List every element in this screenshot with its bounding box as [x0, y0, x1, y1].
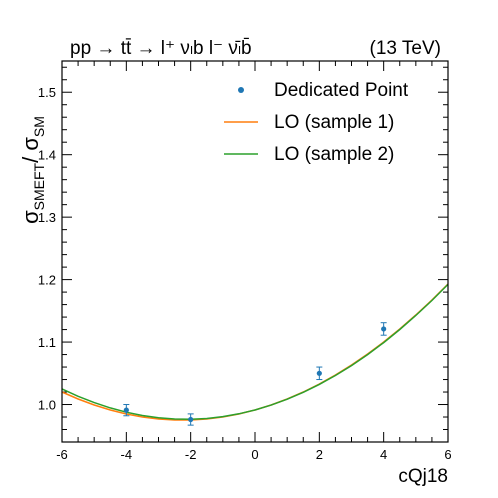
- chart-title-right: (13 TeV): [370, 38, 441, 59]
- y-tick-label: 1.5: [38, 85, 56, 100]
- legend: Dedicated Point LO (sample 1) LO (sample…: [224, 80, 409, 165]
- series-line-lo-sample-1: [61, 283, 449, 421]
- y-tick-label: 1.4: [38, 148, 56, 163]
- legend-marker-dedicated-point: [238, 87, 244, 93]
- y-tick-label: 1.2: [38, 273, 56, 288]
- chart-title-left: pp → tt̄ → l⁺ νₗb l⁻ ν̄ₗb̄: [70, 38, 252, 59]
- x-tick-label: 2: [316, 447, 323, 462]
- x-tick-label: 0: [251, 447, 258, 462]
- x-tick-label: 6: [444, 447, 451, 462]
- legend-label-dedicated-point: Dedicated Point: [274, 80, 409, 101]
- x-tick-label: -4: [121, 447, 133, 462]
- data-point: [381, 326, 387, 332]
- data-point: [316, 370, 322, 376]
- legend-label-lo-sample-2: LO (sample 2): [274, 144, 394, 165]
- legend-label-lo-sample-1: LO (sample 1): [274, 112, 394, 133]
- data-point: [123, 407, 129, 413]
- y-axis-label-separator: / σ: [18, 137, 43, 163]
- x-tick-label: -6: [56, 447, 68, 462]
- x-tick-label: 4: [380, 447, 387, 462]
- y-axis-label-subscript-2: SM: [31, 116, 47, 137]
- x-axis-label: cQj18: [398, 466, 448, 487]
- y-axis-label: σSMEFT/ σSM: [18, 116, 47, 224]
- y-axis-label-subscript: SMEFT: [31, 162, 47, 210]
- series-line-lo-sample-2: [61, 283, 449, 420]
- y-tick-label: 1.3: [38, 210, 56, 225]
- svg-text:σSMEFT/ σSM: σSMEFT/ σSM: [18, 116, 47, 224]
- y-tick-label: 1.0: [38, 398, 56, 413]
- data-point: [188, 416, 194, 423]
- x-tick-label: -2: [185, 447, 197, 462]
- y-axis-label-main: σ: [18, 210, 43, 224]
- plot-frame: [61, 60, 449, 443]
- y-tick-label: 1.1: [38, 335, 56, 350]
